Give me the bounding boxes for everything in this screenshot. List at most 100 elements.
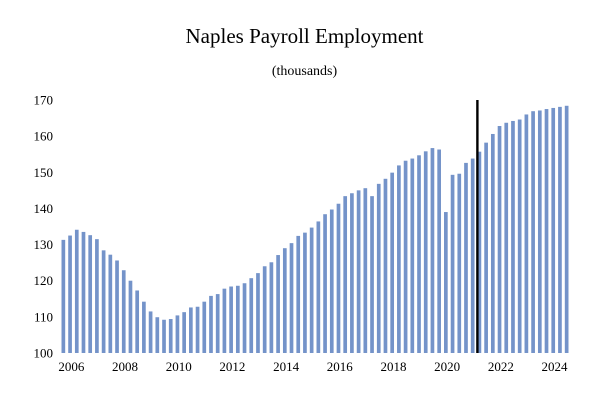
- bar: [524, 114, 529, 354]
- bar: [269, 262, 274, 353]
- bar: [444, 212, 448, 353]
- bar: [222, 288, 227, 353]
- x-tick-label: 2016: [327, 359, 354, 374]
- x-tick-label: 2014: [273, 359, 300, 374]
- bar: [457, 173, 462, 353]
- bar: [350, 193, 354, 353]
- bar: [229, 286, 233, 353]
- y-tick-label: 140: [34, 201, 54, 216]
- bar: [477, 151, 482, 353]
- bar: [276, 255, 280, 353]
- y-tick-label: 120: [34, 273, 54, 288]
- bar: [511, 120, 515, 354]
- bar: [128, 280, 133, 353]
- x-axis: 2006 2008 2010 2012 2014 2016 2018 2020 2022 2024: [58, 359, 568, 374]
- bar: [135, 290, 140, 353]
- bar: [162, 319, 166, 353]
- bar: [195, 306, 200, 353]
- bar: [430, 148, 435, 353]
- bar: [235, 285, 240, 353]
- bar: [303, 232, 307, 353]
- bar: [121, 270, 126, 353]
- y-tick-label: 170: [34, 93, 54, 108]
- x-tick-label: 2020: [434, 359, 460, 374]
- bar: [490, 133, 495, 353]
- bar: [484, 142, 488, 353]
- bar: [376, 183, 381, 353]
- bar: [564, 105, 569, 353]
- y-tick-label: 110: [34, 309, 53, 324]
- bar: [423, 151, 428, 353]
- bar: [148, 311, 153, 353]
- bar: [95, 239, 99, 353]
- bar: [558, 106, 562, 354]
- bar: [189, 307, 193, 353]
- bar: [504, 122, 509, 354]
- bar: [256, 273, 260, 353]
- bar: [202, 301, 207, 353]
- bar: [209, 295, 213, 353]
- bar: [282, 248, 287, 353]
- x-tick-label: 2012: [219, 359, 245, 374]
- bar: [215, 294, 220, 353]
- x-tick-label: 2008: [112, 359, 138, 374]
- bar: [544, 109, 549, 353]
- bar: [242, 283, 247, 353]
- bar-series: [61, 105, 569, 354]
- bar: [74, 229, 79, 353]
- bar: [403, 160, 408, 353]
- y-tick-label: 130: [34, 237, 54, 252]
- y-tick-label: 150: [34, 165, 54, 180]
- bar: [296, 235, 301, 353]
- bar: [155, 317, 160, 353]
- bar: [517, 119, 522, 354]
- x-tick-label: 2024: [542, 359, 569, 374]
- bar: [450, 174, 455, 353]
- bar: [249, 278, 254, 353]
- bar: [397, 165, 401, 353]
- bar: [101, 250, 106, 353]
- x-tick-label: 2006: [58, 359, 85, 374]
- bar: [68, 235, 72, 353]
- bar: [262, 266, 267, 353]
- y-axis: 100 110 120 130 140 150 160 170: [34, 93, 54, 361]
- bar: [309, 227, 314, 353]
- bar: [356, 190, 361, 353]
- chart-subtitle: (thousands): [271, 64, 338, 79]
- x-tick-label: 2022: [488, 359, 514, 374]
- bar: [88, 235, 93, 353]
- bar: [410, 158, 415, 353]
- bar: [108, 254, 113, 353]
- bar: [537, 110, 542, 353]
- bar: [168, 319, 173, 353]
- bar: [142, 301, 146, 353]
- bar: [336, 203, 341, 353]
- bar: [115, 260, 119, 353]
- chart-title: Naples Payroll Employment: [185, 24, 424, 48]
- bar: [470, 158, 475, 353]
- bar: [497, 126, 502, 354]
- bar: [531, 111, 535, 353]
- bar: [370, 196, 374, 353]
- bar: [437, 149, 441, 353]
- bar: [464, 162, 468, 353]
- bar: [343, 196, 348, 353]
- bar: [329, 209, 334, 353]
- bar: [551, 107, 556, 353]
- y-tick-label: 160: [34, 129, 54, 144]
- bar: [390, 172, 395, 353]
- bar: [61, 239, 66, 353]
- bar: [363, 188, 368, 353]
- bar: [417, 155, 421, 353]
- bar: [316, 221, 321, 353]
- bar: [175, 315, 180, 353]
- bar: [383, 178, 388, 353]
- x-tick-label: 2010: [166, 359, 192, 374]
- bar: [289, 243, 294, 353]
- bar: [323, 214, 327, 353]
- y-tick-label: 100: [34, 346, 54, 361]
- bar: [182, 312, 186, 353]
- bar: [81, 231, 86, 353]
- x-tick-label: 2018: [380, 359, 406, 374]
